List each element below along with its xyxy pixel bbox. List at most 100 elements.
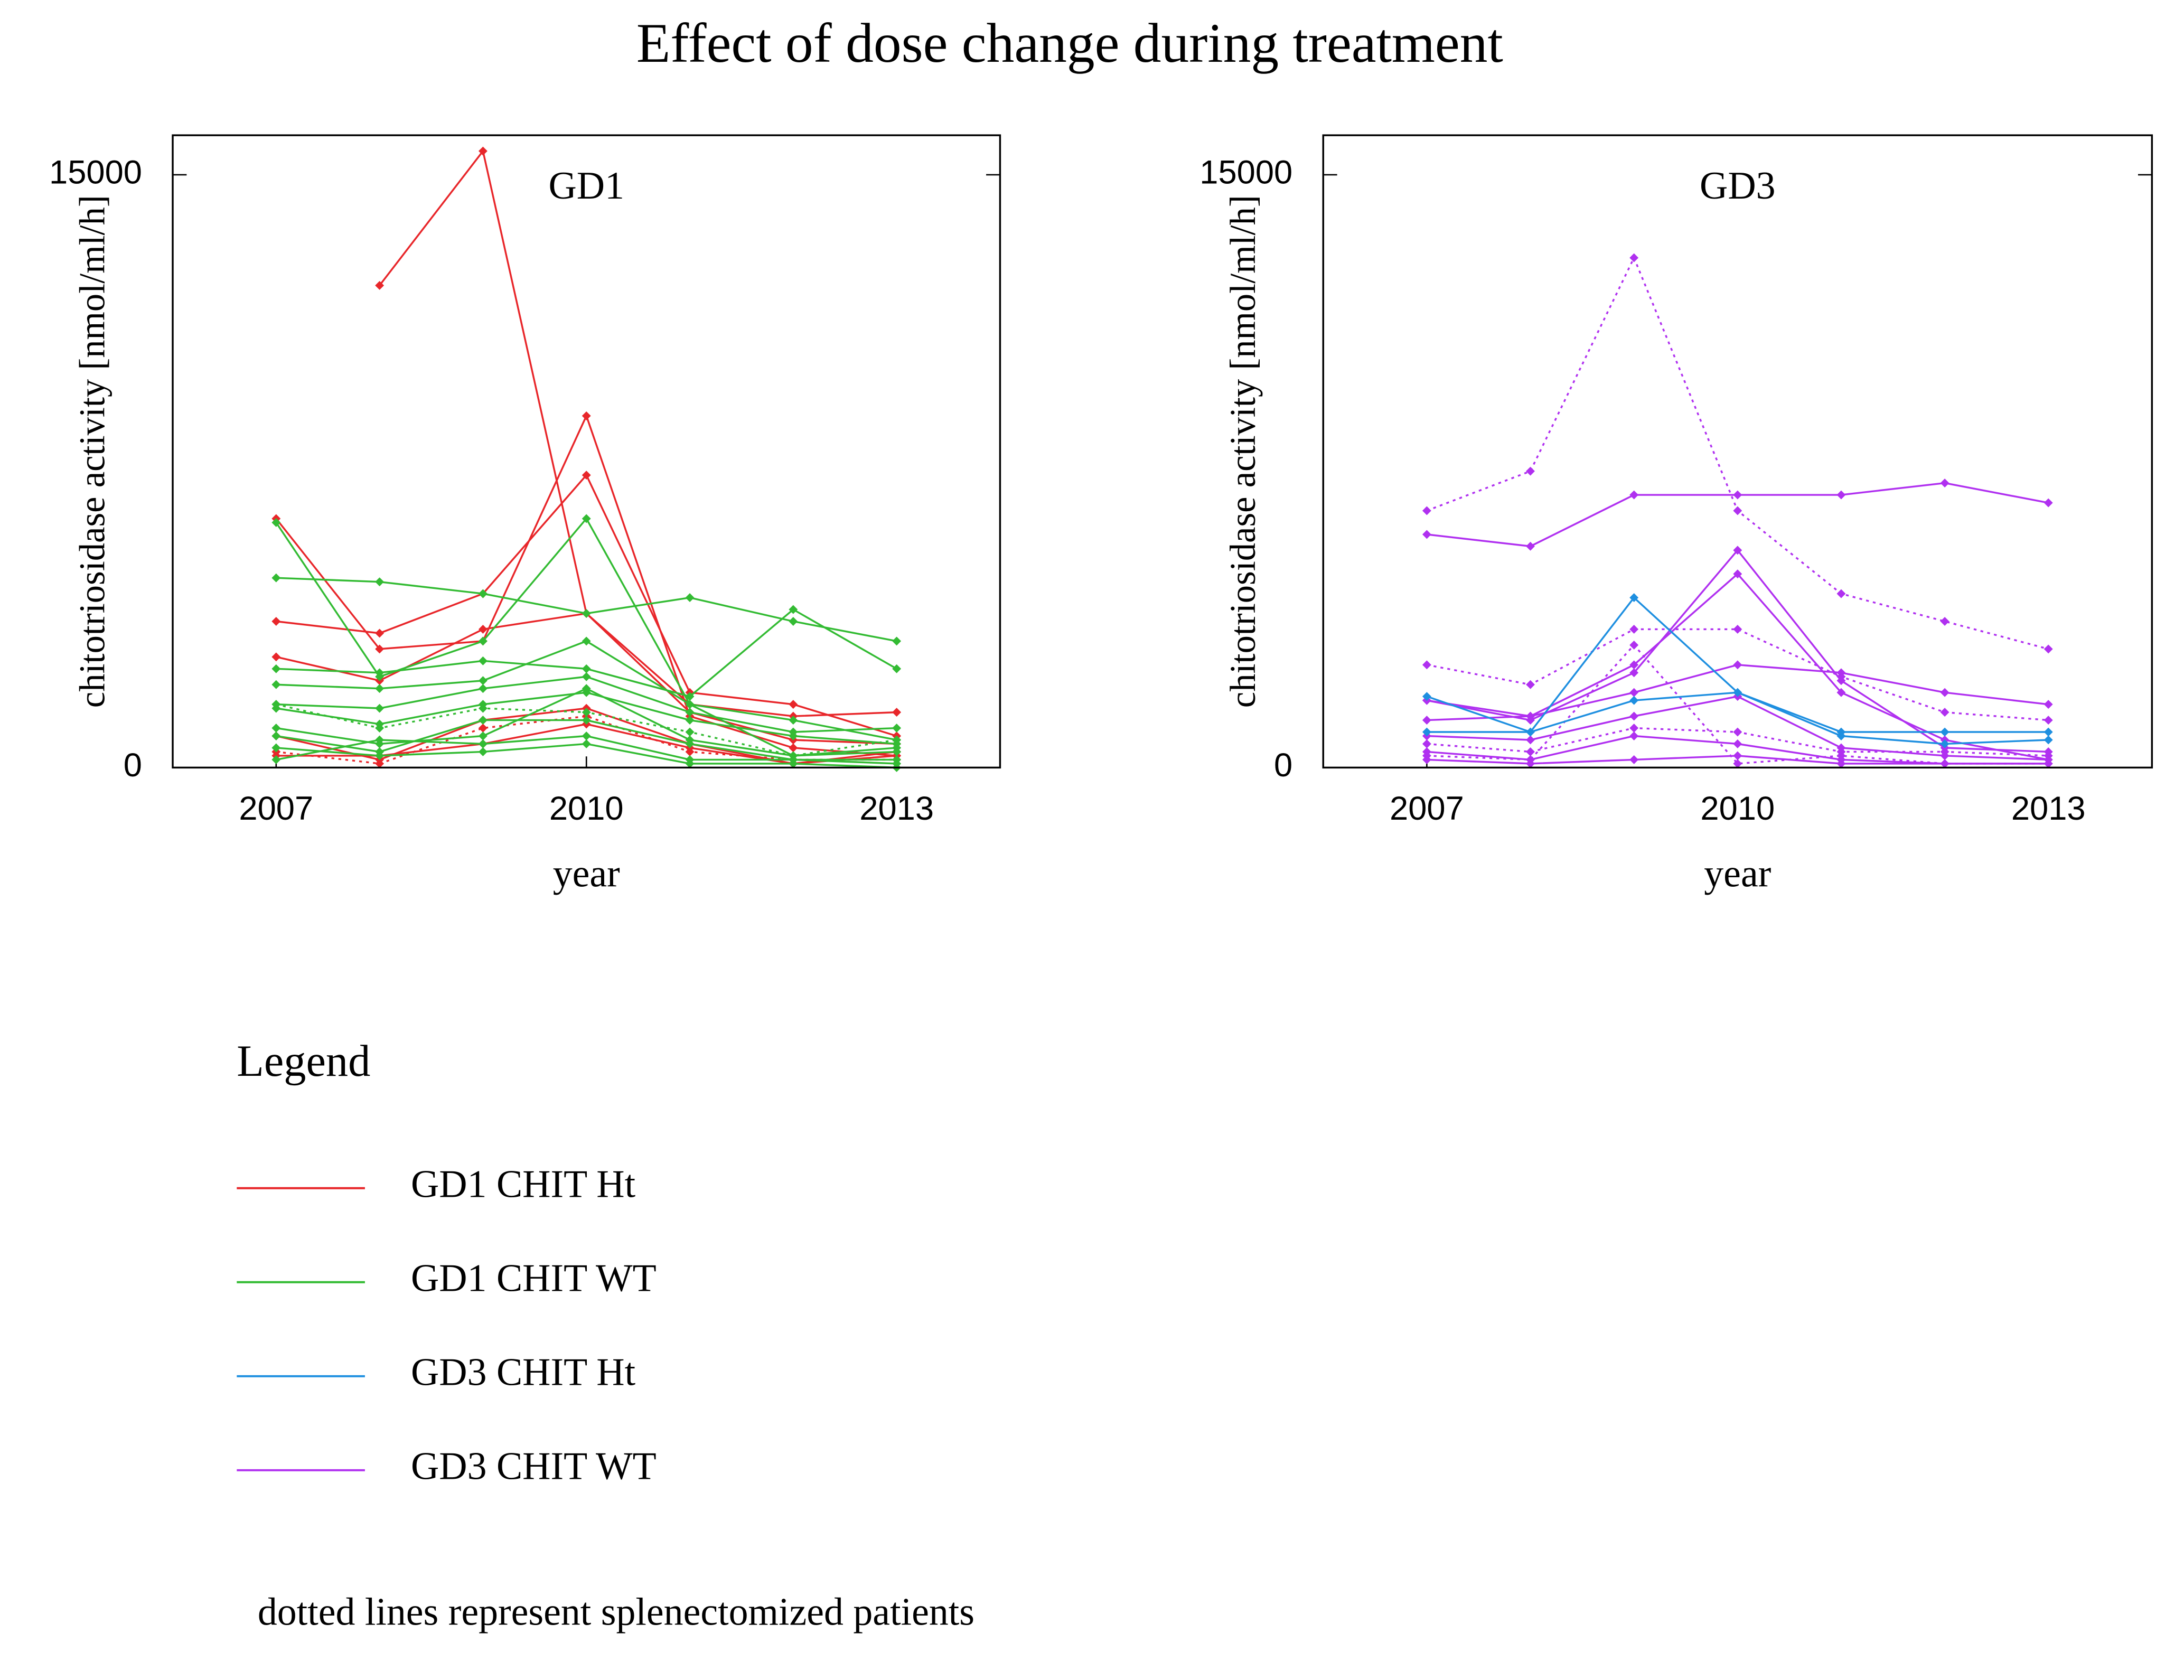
point-marker xyxy=(478,589,488,598)
y-tick-label: 0 xyxy=(1274,747,1292,784)
point-marker xyxy=(1422,751,1431,761)
point-marker xyxy=(1940,727,1949,737)
point-marker xyxy=(1422,727,1431,737)
series-line xyxy=(379,149,897,745)
point-marker xyxy=(271,652,281,662)
x-axis-label: year xyxy=(1704,852,1771,895)
point-marker xyxy=(478,676,488,686)
point-marker xyxy=(1526,466,1535,476)
point-marker xyxy=(1733,759,1742,768)
point-marker xyxy=(1422,506,1431,515)
point-marker xyxy=(271,755,281,764)
point-marker xyxy=(1836,668,1846,678)
panel-title: GD3 xyxy=(1700,164,1776,207)
point-marker xyxy=(375,577,385,587)
point-marker xyxy=(478,656,488,665)
point-marker xyxy=(1733,660,1742,670)
point-marker xyxy=(1836,490,1846,500)
point-marker xyxy=(1629,593,1639,603)
figure-title: Effect of dose change during treatment xyxy=(636,12,1503,74)
point-marker xyxy=(271,664,281,673)
point-marker xyxy=(1733,727,1742,737)
point-marker xyxy=(1733,490,1742,500)
point-marker xyxy=(1629,755,1639,764)
x-tick-label: 2007 xyxy=(1390,790,1464,827)
point-marker xyxy=(1940,478,1949,488)
note: dotted lines represent splenectomized pa… xyxy=(258,1590,974,1633)
point-marker xyxy=(582,716,591,725)
x-tick-label: 2007 xyxy=(239,790,313,827)
point-marker xyxy=(1733,546,1742,555)
point-marker xyxy=(685,716,695,725)
point-marker xyxy=(1940,617,1949,626)
legend-label: GD1 CHIT WT xyxy=(411,1256,657,1300)
point-marker xyxy=(685,759,695,768)
point-marker xyxy=(271,617,281,626)
point-marker xyxy=(582,708,591,717)
x-tick-label: 2010 xyxy=(1700,790,1775,827)
point-marker xyxy=(685,593,695,603)
point-marker xyxy=(1940,759,1949,768)
x-tick-label: 2013 xyxy=(2011,790,2086,827)
point-marker xyxy=(375,759,385,768)
point-marker xyxy=(1422,530,1431,539)
y-tick-label: 15000 xyxy=(49,154,142,191)
point-marker xyxy=(1629,490,1639,500)
point-marker xyxy=(1733,506,1742,515)
legend-title: Legend xyxy=(237,1037,370,1086)
plot-frame xyxy=(172,134,1001,769)
point-marker xyxy=(478,716,488,725)
legend-label: GD3 CHIT WT xyxy=(411,1444,657,1488)
y-tick-label: 15000 xyxy=(1199,154,1292,191)
point-marker xyxy=(1526,747,1535,756)
point-marker xyxy=(1422,739,1431,748)
point-marker xyxy=(892,755,902,764)
point-marker xyxy=(1422,660,1431,670)
point-marker xyxy=(1526,755,1535,764)
point-marker xyxy=(375,684,385,693)
point-marker xyxy=(271,743,281,753)
x-axis-label: year xyxy=(553,852,620,895)
point-marker xyxy=(685,739,695,748)
point-marker xyxy=(892,664,902,673)
legend-label: GD1 CHIT Ht xyxy=(411,1162,636,1206)
point-marker xyxy=(685,727,695,737)
point-marker xyxy=(478,684,488,693)
plot-frame xyxy=(1322,134,2153,769)
x-tick-label: 2013 xyxy=(859,790,934,827)
point-marker xyxy=(1836,759,1846,768)
point-marker xyxy=(375,668,385,678)
point-marker xyxy=(1422,692,1431,701)
x-tick-label: 2010 xyxy=(549,790,624,827)
point-marker xyxy=(1940,747,1949,756)
point-marker xyxy=(685,708,695,717)
point-marker xyxy=(1526,727,1535,737)
point-marker xyxy=(1629,660,1639,670)
point-marker xyxy=(1940,739,1949,748)
y-axis-label: chitotriosidase activity [nmol/ml/h] xyxy=(1223,195,1263,708)
legend-label: GD3 CHIT Ht xyxy=(411,1350,636,1394)
point-marker xyxy=(478,146,488,156)
point-marker xyxy=(1422,716,1431,725)
y-tick-label: 0 xyxy=(124,747,142,784)
y-axis-label: chitotriosidase activity [nmol/ml/h] xyxy=(72,195,113,708)
point-marker xyxy=(478,747,488,756)
point-marker xyxy=(1940,708,1949,717)
panel-title: GD1 xyxy=(548,164,624,207)
point-marker xyxy=(892,747,902,756)
point-marker xyxy=(892,708,902,717)
point-marker xyxy=(271,518,281,527)
point-marker xyxy=(1629,253,1639,262)
point-marker xyxy=(1629,640,1639,650)
point-marker xyxy=(478,739,488,748)
point-marker xyxy=(478,636,488,646)
point-marker xyxy=(892,636,902,646)
point-marker xyxy=(1836,676,1846,686)
point-marker xyxy=(271,700,281,709)
point-marker xyxy=(685,700,695,709)
point-marker xyxy=(1526,541,1535,551)
point-marker xyxy=(1629,668,1639,678)
point-marker xyxy=(1733,739,1742,748)
